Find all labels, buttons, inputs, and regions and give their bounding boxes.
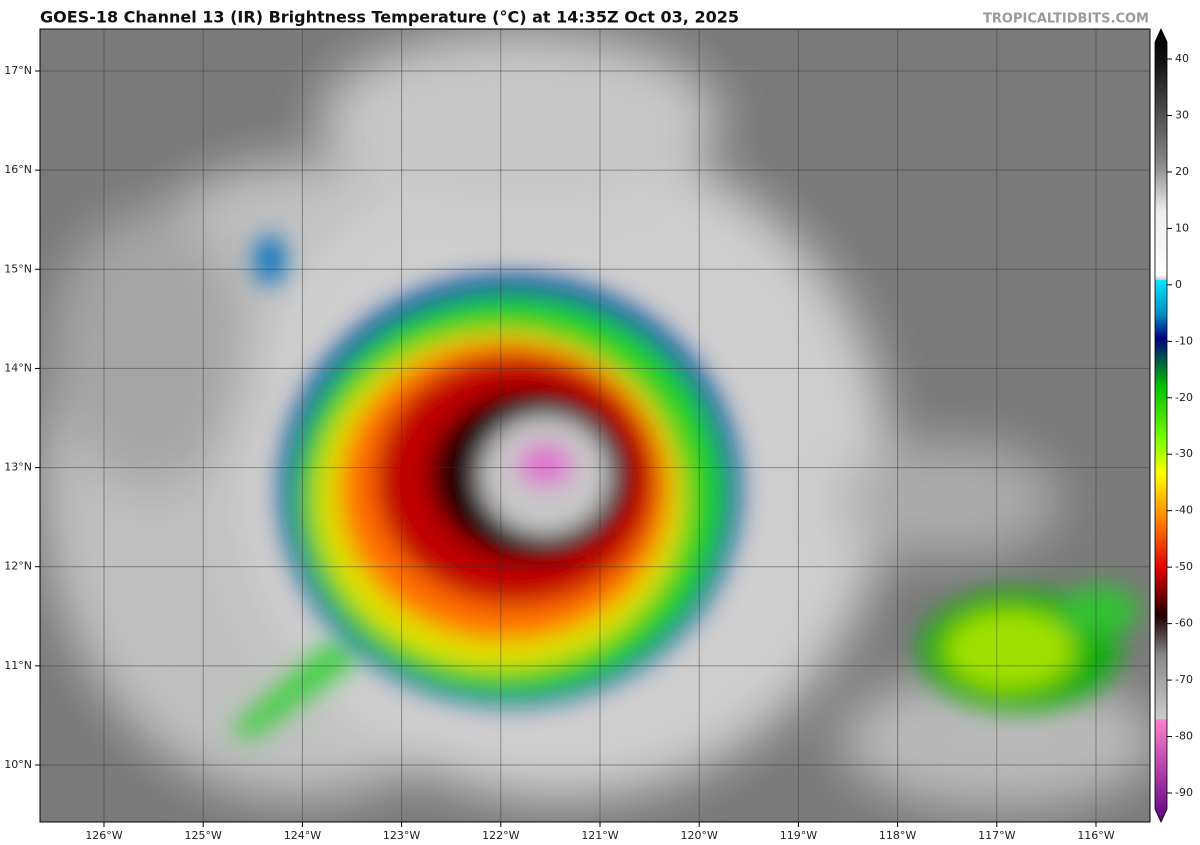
lon-tick-label: 116°W xyxy=(1077,829,1114,842)
colorbar-tick-label: -20 xyxy=(1175,391,1193,404)
lat-tick-label: 16°N xyxy=(4,163,32,176)
lon-tick-label: 119°W xyxy=(780,829,817,842)
lon-tick-label: 122°W xyxy=(482,829,519,842)
colorbar-tick-label: -70 xyxy=(1175,673,1193,686)
colorbar-tick-label: -40 xyxy=(1175,504,1193,517)
lon-tick-label: 126°W xyxy=(85,829,122,842)
lat-tick-label: 13°N xyxy=(4,461,32,474)
lon-tick-label: 123°W xyxy=(383,829,420,842)
watermark: TROPICALTIDBITS.COM xyxy=(983,12,1149,27)
colorbar-tick-label: -50 xyxy=(1175,560,1193,573)
colorbar-tick-label: -80 xyxy=(1175,730,1193,743)
colorbar-tick-label: 10 xyxy=(1175,221,1189,234)
lat-tick-label: 14°N xyxy=(4,361,32,374)
lat-tick-label: 10°N xyxy=(4,758,32,771)
satellite-image xyxy=(40,29,1150,822)
colorbar-tick-label: -30 xyxy=(1175,447,1193,460)
colorbar-tick-label: 30 xyxy=(1175,108,1189,121)
colorbar-tick-label: -10 xyxy=(1175,334,1193,347)
lon-tick-label: 117°W xyxy=(978,829,1015,842)
colorbar-tick-label: -90 xyxy=(1175,786,1193,799)
lon-tick-label: 121°W xyxy=(581,829,618,842)
title: GOES-18 Channel 13 (IR) Brightness Tempe… xyxy=(40,8,739,27)
colorbar-tick-label: 40 xyxy=(1175,52,1189,65)
lat-tick-label: 12°N xyxy=(4,560,32,573)
lat-tick-label: 11°N xyxy=(4,659,32,672)
colorbar-tick-label: -60 xyxy=(1175,617,1193,630)
lat-tick-label: 17°N xyxy=(4,64,32,77)
lat-tick-label: 15°N xyxy=(4,262,32,275)
colorbar-tick-label: 0 xyxy=(1175,278,1182,291)
map-frame xyxy=(39,28,1151,823)
lon-tick-label: 120°W xyxy=(681,829,718,842)
colorbar-tick-label: 20 xyxy=(1175,165,1189,178)
colorbar xyxy=(1154,28,1168,823)
lon-tick-label: 118°W xyxy=(879,829,916,842)
lon-tick-label: 124°W xyxy=(284,829,321,842)
lon-tick-label: 125°W xyxy=(185,829,222,842)
